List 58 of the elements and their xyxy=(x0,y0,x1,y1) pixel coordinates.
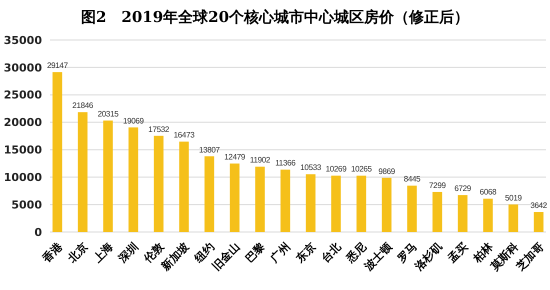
y-tick-label: 25000 xyxy=(4,88,42,102)
data-label: 16473 xyxy=(174,130,196,140)
x-tick-label: 巴黎 xyxy=(242,240,268,266)
bar xyxy=(331,176,341,232)
bar xyxy=(255,166,265,232)
data-label: 21846 xyxy=(72,101,94,110)
data-label: 11366 xyxy=(275,158,296,168)
x-tick-label: 上海 xyxy=(90,240,116,266)
y-tick-label: 20000 xyxy=(4,116,42,130)
y-tick-label: 10000 xyxy=(4,170,42,184)
data-label: 6068 xyxy=(480,188,498,197)
data-label: 29147 xyxy=(46,61,69,70)
data-label: 10269 xyxy=(326,164,348,174)
data-label: 20315 xyxy=(98,110,120,119)
y-tick-label: 15000 xyxy=(4,144,42,157)
x-tick-label: 广州 xyxy=(267,240,293,266)
bar xyxy=(103,120,113,232)
bar xyxy=(230,164,240,232)
bar xyxy=(458,195,468,232)
bar xyxy=(154,136,164,232)
data-label: 11902 xyxy=(250,156,271,165)
y-tick-label: 30000 xyxy=(4,61,42,74)
data-label: 5019 xyxy=(505,193,522,202)
data-label: 10265 xyxy=(350,164,373,174)
data-label: 8445 xyxy=(404,174,422,184)
bar xyxy=(382,178,392,232)
x-tick-label: 东京 xyxy=(292,240,318,266)
bar xyxy=(508,204,518,232)
bar xyxy=(432,192,442,232)
x-tick-label: 台北 xyxy=(318,240,344,266)
bar xyxy=(52,72,62,232)
bar xyxy=(356,176,366,232)
data-label: 19069 xyxy=(122,116,145,126)
data-label: 12479 xyxy=(224,152,246,162)
x-tick-label: 北京 xyxy=(64,240,90,266)
x-tick-label: 香港 xyxy=(39,240,66,266)
y-tick-label: 0 xyxy=(34,226,42,239)
bar xyxy=(204,156,214,232)
data-label: 6729 xyxy=(454,184,472,194)
bar xyxy=(179,142,189,232)
bar xyxy=(483,198,493,232)
data-label: 17532 xyxy=(148,124,170,134)
y-tick-label: 35000 xyxy=(4,34,42,47)
y-tick-label: 5000 xyxy=(11,198,42,212)
data-label: 10533 xyxy=(300,163,322,172)
data-label: 7299 xyxy=(429,180,446,190)
bar xyxy=(128,127,138,232)
bar xyxy=(534,212,544,232)
chart-title: 图2 2019年全球20个核心城市中心城区房价（修正后） xyxy=(80,8,470,26)
data-label: 9869 xyxy=(378,166,396,176)
bar xyxy=(306,174,316,232)
x-tick-label: 深圳 xyxy=(115,240,141,266)
bar xyxy=(78,112,88,232)
data-label: 3642 xyxy=(530,201,548,210)
bar xyxy=(280,170,290,232)
bar xyxy=(407,186,417,232)
x-tick-label: 孟买 xyxy=(444,240,470,266)
data-label: 13807 xyxy=(198,145,221,154)
